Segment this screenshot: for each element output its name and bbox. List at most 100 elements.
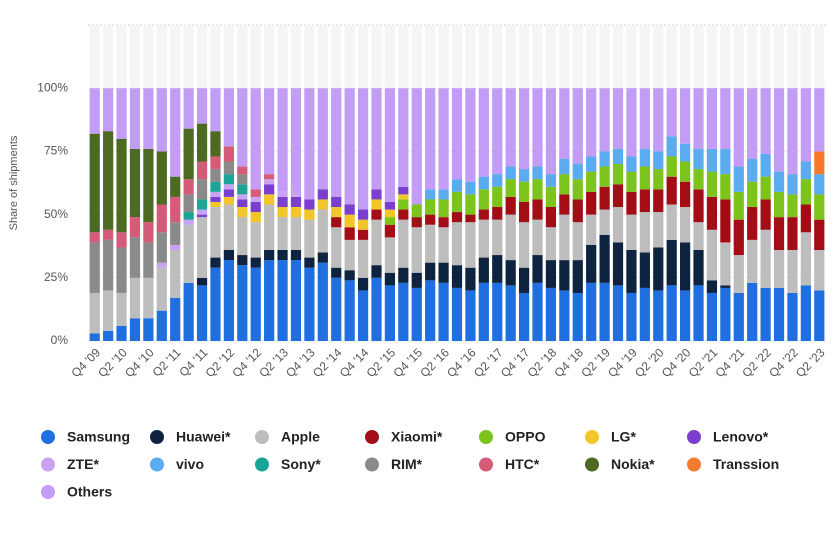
bar-segment	[264, 179, 275, 185]
bar-segment	[505, 260, 516, 286]
bar-segment	[720, 242, 731, 286]
bar-segment	[505, 179, 516, 197]
legend-label[interactable]: Apple	[281, 429, 320, 445]
legend-marker[interactable]	[150, 430, 164, 444]
legend-label[interactable]: Others	[67, 484, 112, 500]
bar-segment	[653, 212, 664, 248]
bar-segment	[196, 199, 208, 210]
bar-segment	[760, 287, 771, 341]
bar-segment	[290, 196, 302, 208]
bar-segment	[183, 212, 194, 220]
bar-segment	[599, 88, 610, 152]
legend-label[interactable]: Sony*	[281, 456, 321, 472]
legend-marker[interactable]	[687, 430, 701, 444]
bar-segment	[317, 252, 328, 263]
bar-segment	[156, 88, 167, 152]
bar-segment	[545, 207, 557, 228]
bar-segment	[559, 260, 570, 291]
bar-segment	[653, 88, 664, 152]
bar-segment	[196, 123, 208, 162]
legend-label[interactable]: OPPO	[505, 429, 546, 445]
bar-segment	[733, 292, 744, 341]
legend-label[interactable]: RIM*	[391, 456, 423, 472]
legend-marker[interactable]	[479, 457, 493, 472]
bar-segment	[532, 179, 543, 200]
x-tick-label: Q4 '15	[390, 345, 425, 380]
bar-segment	[814, 249, 825, 291]
bar-segment	[357, 219, 369, 230]
bar-segment	[129, 217, 141, 238]
bar-segment	[411, 227, 422, 273]
legend-marker[interactable]	[255, 457, 269, 472]
bar-segment	[89, 292, 100, 334]
bar-segment	[398, 219, 409, 268]
bar-segment	[304, 219, 315, 258]
bar-segment	[250, 201, 261, 213]
bar-segment	[666, 88, 677, 137]
y-tick-label: 50%	[44, 207, 68, 221]
bar-segment	[680, 161, 691, 182]
bar-segment	[787, 194, 798, 218]
bar-segment	[800, 204, 811, 233]
bar-segment	[277, 260, 288, 341]
bar-segment	[532, 282, 543, 341]
legend-marker[interactable]	[255, 430, 269, 444]
bar-segment	[210, 191, 221, 197]
legend-label[interactable]: Nokia*	[611, 456, 655, 472]
bar-segment	[264, 88, 275, 175]
bar-segment	[237, 255, 248, 266]
bar-segment	[384, 237, 396, 273]
legend-marker[interactable]	[687, 457, 701, 472]
bar-segment	[599, 166, 610, 187]
legend-label[interactable]: vivo	[176, 456, 204, 472]
legend-label[interactable]: LG*	[611, 429, 636, 445]
x-tick-label: Q2 '14	[310, 345, 345, 380]
bar-segment	[492, 219, 503, 256]
legend-label[interactable]: HTC*	[505, 456, 540, 472]
bar-segment	[398, 209, 409, 220]
legend-label[interactable]: ZTE*	[67, 456, 99, 472]
bar-segment	[800, 179, 811, 205]
y-tick-label: 75%	[44, 144, 68, 158]
x-tick-label: Q2 '16	[417, 345, 452, 380]
bar-segment	[760, 229, 771, 288]
bar-segment	[371, 277, 382, 341]
legend-marker[interactable]	[479, 430, 493, 444]
x-tick-label: Q2 '17	[471, 345, 506, 380]
legend-label[interactable]: Transsion	[713, 456, 779, 472]
x-tick-label: Q4 '14	[337, 345, 372, 380]
bar-segment	[331, 217, 342, 228]
bar-segment	[760, 176, 771, 200]
bar-segment	[398, 194, 409, 200]
bar-segment	[210, 131, 221, 157]
legend-marker[interactable]	[585, 457, 599, 472]
bar-segment	[599, 234, 610, 283]
legend-marker[interactable]	[365, 457, 379, 472]
legend-label[interactable]: Huawei*	[176, 429, 231, 445]
x-tick-label: Q4 '17	[498, 345, 533, 380]
x-tick-label: Q4 '09	[68, 345, 103, 380]
bar-segment	[290, 191, 302, 197]
bar-segment	[250, 88, 261, 190]
bar-segment	[170, 196, 181, 223]
bar-segment	[773, 171, 785, 192]
legend-label[interactable]: Lenovo*	[713, 429, 769, 445]
bar-segment	[223, 260, 234, 341]
bar-segment	[572, 199, 583, 223]
legend-marker[interactable]	[585, 430, 599, 444]
legend-marker[interactable]	[41, 430, 55, 444]
legend-marker[interactable]	[150, 457, 164, 472]
bar-segment	[290, 207, 302, 218]
bar-segment	[103, 330, 114, 341]
legend-marker[interactable]	[41, 485, 55, 499]
legend-marker[interactable]	[365, 430, 379, 444]
legend-label[interactable]: Samsung	[67, 429, 130, 445]
bar-segment	[814, 88, 825, 152]
legend-label[interactable]: Xiaomi*	[391, 429, 443, 445]
bar-segment	[304, 199, 315, 210]
bar-segment	[532, 255, 543, 283]
bar-segment	[237, 217, 248, 256]
bar-segment	[89, 133, 100, 233]
legend-marker[interactable]	[41, 457, 55, 472]
